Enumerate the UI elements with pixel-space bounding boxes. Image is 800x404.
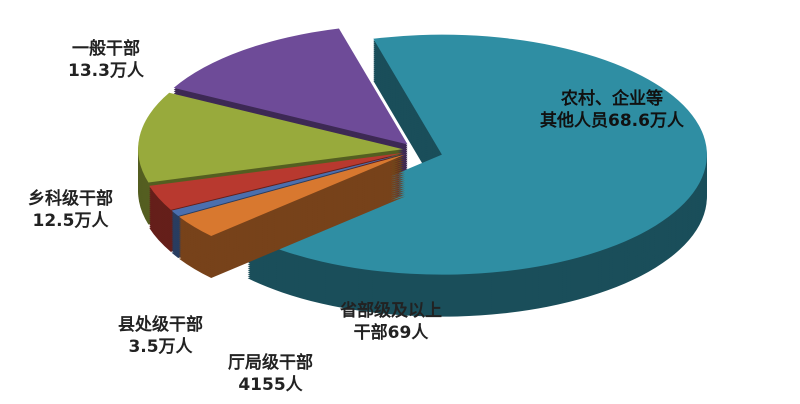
label-line: 12.5万人 xyxy=(32,211,109,231)
label-general: 一般干部 13.3万人 xyxy=(68,38,144,82)
pie-slice-top xyxy=(171,153,405,216)
label-township: 乡科级干部 12.5万人 xyxy=(28,188,113,232)
label-county: 县处级干部 3.5万人 xyxy=(118,314,203,358)
pie-slice-top xyxy=(138,92,404,183)
label-line: 乡科级干部 xyxy=(28,189,113,209)
label-line: 其他人员68.6万人 xyxy=(540,111,684,131)
pie-slice xyxy=(179,154,406,278)
pie-slice-top xyxy=(173,28,408,145)
pie-slice xyxy=(247,34,707,317)
pie-slice-top xyxy=(149,152,404,210)
label-line: 农村、企业等 xyxy=(560,89,663,109)
label-bureau: 厅局级干部 4155人 xyxy=(228,352,313,396)
label-line: 干部69人 xyxy=(353,323,429,343)
label-line: 一般干部 xyxy=(71,39,140,59)
label-line: 县处级干部 xyxy=(118,315,203,335)
pie-slice-top xyxy=(247,34,707,275)
label-line: 省部级及以上 xyxy=(340,301,442,321)
pie-slice-top xyxy=(179,154,406,236)
label-line: 13.3万人 xyxy=(68,61,144,81)
label-provincial: 省部级及以上 干部69人 xyxy=(340,300,442,344)
label-line: 厅局级干部 xyxy=(228,353,313,373)
label-line: 4155人 xyxy=(238,375,303,395)
label-line: 3.5万人 xyxy=(128,337,193,357)
label-other-personnel: 农村、企业等 其他人员68.6万人 xyxy=(540,88,684,132)
